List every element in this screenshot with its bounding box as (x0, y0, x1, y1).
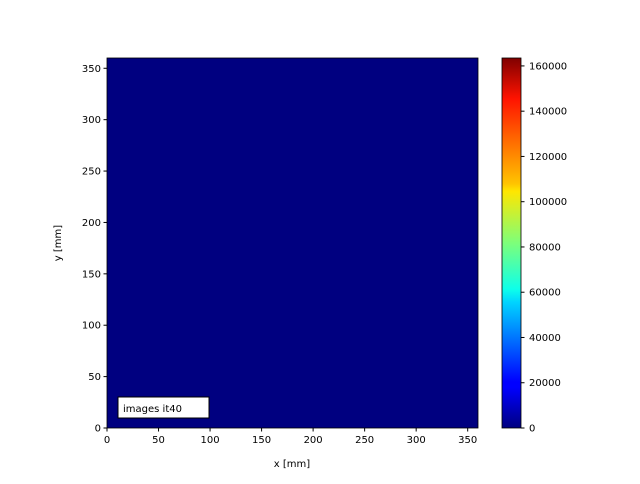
annotation-label: images it40 (123, 404, 182, 415)
x-tick-label: 200 (304, 435, 323, 446)
colorbar-tick-label: 140000 (529, 107, 567, 118)
heatmap-field (106, 57, 479, 429)
x-tick-label: 50 (152, 435, 165, 446)
colorbar-tick-label: 80000 (529, 242, 561, 253)
y-tick-label: 350 (82, 64, 101, 75)
x-tick-label: 150 (252, 435, 271, 446)
colorbar (501, 57, 522, 429)
colorbar-tick-label: 160000 (529, 61, 567, 72)
y-tick-label: 100 (82, 321, 101, 332)
x-tick-label: 250 (355, 435, 374, 446)
colorbar-tick-label: 60000 (529, 288, 561, 299)
y-tick-label: 0 (95, 424, 101, 435)
x-tick-label: 350 (458, 435, 477, 446)
x-tick-label: 100 (201, 435, 220, 446)
x-tick-label: 0 (104, 435, 110, 446)
x-axis-label: x [mm] (274, 459, 310, 470)
y-tick-label: 200 (82, 218, 101, 229)
colorbar-tick-label: 120000 (529, 152, 567, 163)
annotation-box (117, 396, 210, 419)
colorbar-tick-label: 20000 (529, 378, 561, 389)
y-tick-label: 300 (82, 115, 101, 126)
y-axis-label: y [mm] (53, 225, 64, 261)
y-tick-label: 250 (82, 167, 101, 178)
colorbar-tick-label: 100000 (529, 197, 567, 208)
y-tick-label: 50 (88, 372, 101, 383)
y-tick-label: 150 (82, 269, 101, 280)
x-tick-label: 300 (407, 435, 426, 446)
colorbar-tick-label: 0 (529, 424, 535, 435)
colorbar-tick-label: 40000 (529, 333, 561, 344)
